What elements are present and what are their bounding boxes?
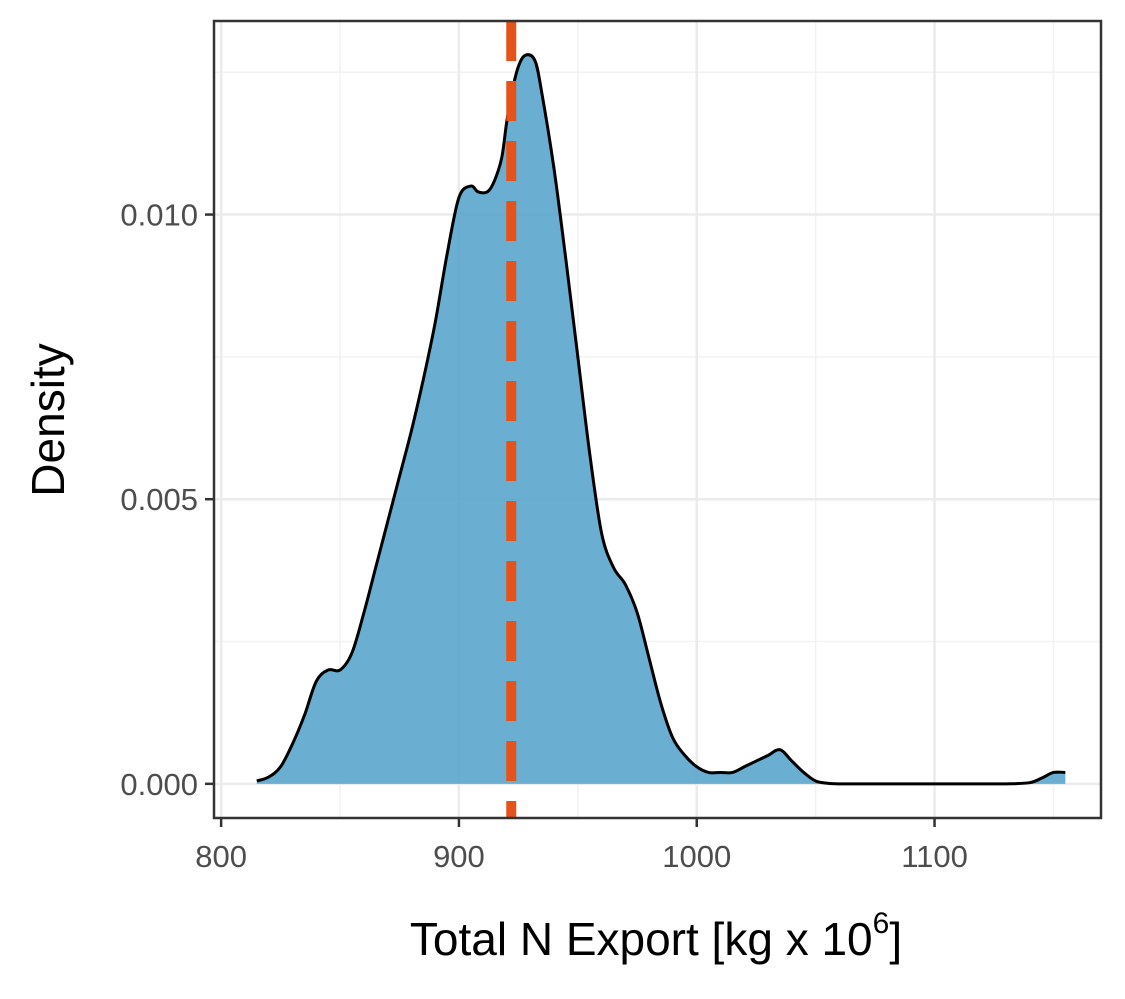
density-curve bbox=[256, 53, 1066, 786]
y-axis-title: Density bbox=[22, 343, 74, 496]
x-tick-label: 900 bbox=[433, 839, 485, 874]
y-tick-label: 0.005 bbox=[120, 482, 198, 517]
x-axis: 800 900 1000 1100 bbox=[195, 818, 968, 874]
y-axis: 0.000 0.005 0.010 bbox=[120, 198, 214, 802]
x-axis-title: Total N Export [kg x 106] bbox=[410, 907, 902, 965]
density-area bbox=[256, 54, 1066, 784]
x-tick-label: 1100 bbox=[901, 839, 968, 874]
y-tick-label: 0.000 bbox=[120, 767, 198, 802]
x-tick-label: 1000 bbox=[662, 839, 731, 874]
y-tick-label: 0.010 bbox=[120, 198, 198, 233]
x-tick-label: 800 bbox=[195, 839, 247, 874]
panel-border bbox=[212, 19, 1103, 820]
